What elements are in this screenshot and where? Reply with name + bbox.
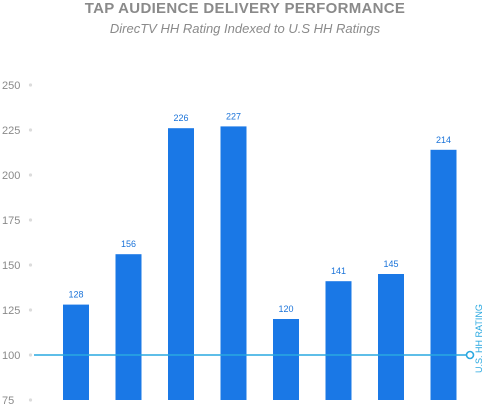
- y-tick-mark: [28, 263, 33, 267]
- y-tick-mark: [28, 83, 33, 87]
- y-tick-mark: [28, 173, 33, 177]
- bar: [168, 128, 194, 400]
- y-tick-mark: [28, 218, 33, 222]
- value-labels: 128 156 226 227 120 141 145 214: [68, 111, 451, 314]
- bar-value-label: 227: [226, 111, 241, 121]
- bar-value-label: 226: [173, 113, 188, 123]
- y-tick-label: 200: [2, 170, 20, 182]
- bar-value-label: 120: [278, 304, 293, 314]
- bar: [220, 126, 247, 401]
- bar-value-label: 156: [121, 239, 136, 249]
- y-tick-label: 100: [2, 350, 20, 362]
- y-tick-label: 175: [2, 215, 20, 227]
- chart-subtitle: DirecTV HH Rating Indexed to U.S HH Rati…: [109, 21, 381, 36]
- chart-title: TAP AUDIENCE DELIVERY PERFORMANCE: [84, 0, 406, 17]
- bar: [273, 319, 299, 400]
- bar-value-label: 128: [68, 290, 83, 300]
- y-axis: 75 100 125 150 175 200 225 250: [2, 80, 33, 404]
- y-tick-mark: [28, 398, 33, 402]
- y-tick-label: 125: [2, 305, 20, 317]
- bar: [325, 281, 352, 400]
- y-tick-mark: [28, 353, 33, 357]
- y-tick-label: 75: [2, 395, 14, 404]
- reference-line-label: U.S. HH RATING: [474, 304, 484, 373]
- reference-line-end-marker: [465, 350, 475, 360]
- bar: [63, 304, 89, 400]
- bar: [115, 254, 142, 400]
- bar-value-label: 145: [383, 259, 398, 269]
- y-tick-label: 250: [2, 80, 20, 92]
- bar-value-label: 214: [436, 135, 451, 145]
- y-tick-label: 225: [2, 125, 20, 137]
- y-tick-mark: [28, 128, 33, 132]
- y-tick-mark: [28, 308, 33, 312]
- bar-value-label: 141: [331, 266, 346, 276]
- bar: [430, 149, 457, 400]
- bar: [378, 274, 404, 400]
- y-tick-label: 150: [2, 260, 20, 272]
- reference-line-group: U.S. HH RATING: [34, 304, 484, 373]
